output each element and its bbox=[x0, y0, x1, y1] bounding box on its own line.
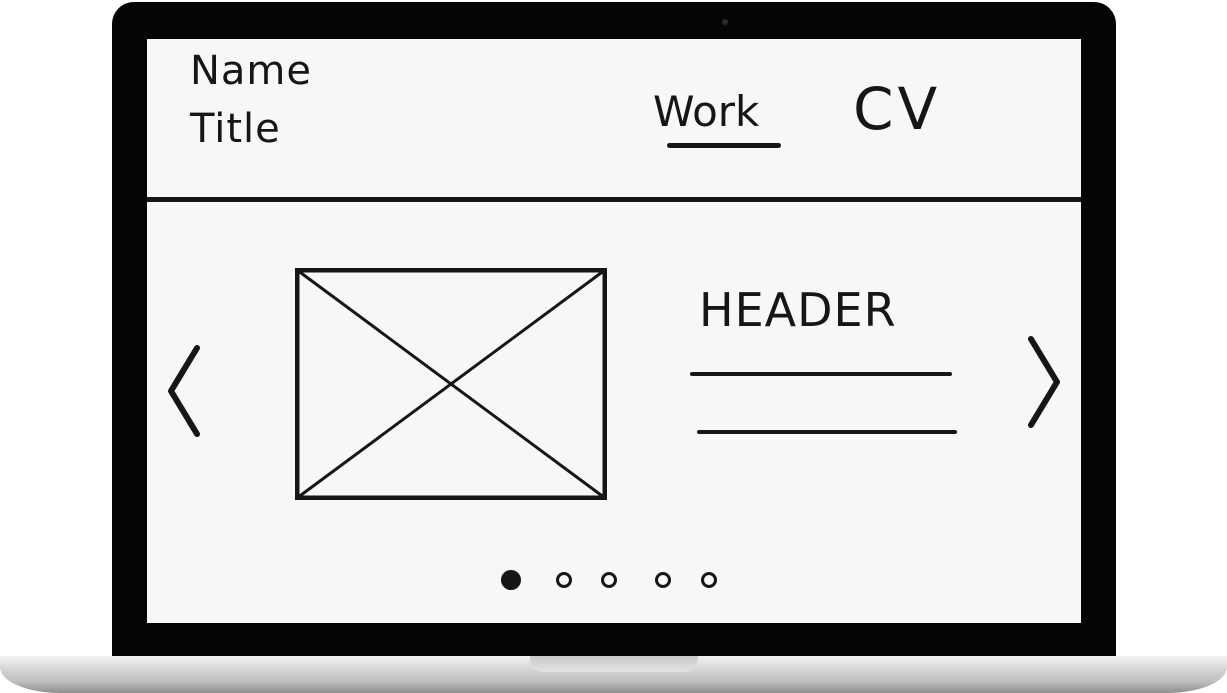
nav-cv-link[interactable]: CV bbox=[853, 75, 942, 143]
site-title: Title bbox=[190, 106, 281, 152]
pagination-dot[interactable] bbox=[655, 572, 671, 588]
pagination-dot[interactable] bbox=[556, 572, 572, 588]
chevron-right-icon bbox=[1028, 336, 1060, 428]
pagination-dot[interactable] bbox=[701, 572, 717, 588]
carousel-next-button[interactable] bbox=[1023, 327, 1067, 459]
slide-text-line bbox=[690, 372, 952, 376]
nav-active-underline bbox=[667, 143, 781, 148]
nav-work-link[interactable]: Work bbox=[653, 87, 760, 136]
camera-icon bbox=[722, 19, 728, 25]
carousel-pagination bbox=[501, 570, 741, 596]
laptop-screen: Name Title Work CV HEADER bbox=[147, 39, 1081, 623]
pagination-dot[interactable] bbox=[601, 572, 617, 588]
chevron-left-icon bbox=[168, 345, 200, 437]
laptop-notch bbox=[530, 656, 698, 672]
slide-heading: HEADER bbox=[699, 283, 897, 337]
pagination-dot-active[interactable] bbox=[501, 570, 521, 590]
slide-image-placeholder bbox=[295, 268, 607, 500]
slide-text-line bbox=[697, 430, 957, 434]
header-divider bbox=[147, 197, 1081, 202]
site-name: Name bbox=[190, 48, 313, 94]
carousel-prev-button[interactable] bbox=[161, 336, 205, 468]
